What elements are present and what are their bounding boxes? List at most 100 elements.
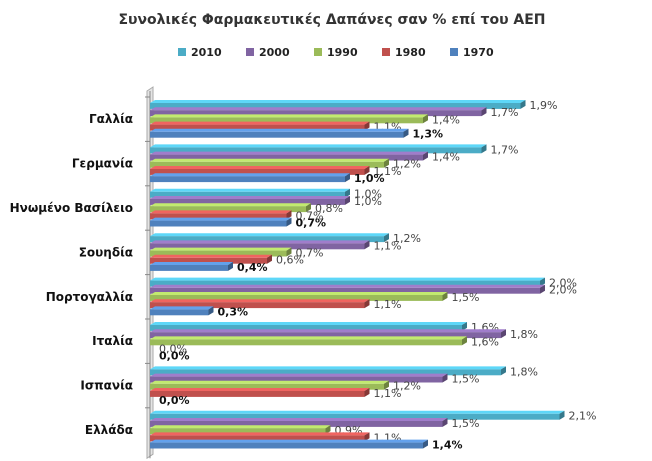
bar-side-face bbox=[208, 306, 214, 316]
bar-2010 bbox=[150, 233, 389, 243]
data-label-1990: 1,4% bbox=[432, 113, 460, 126]
data-label-1970: 0,7% bbox=[296, 217, 327, 230]
category-label: Γαλλία bbox=[89, 112, 133, 126]
bar-1990 bbox=[150, 425, 331, 435]
bar-side-face bbox=[540, 277, 545, 287]
bar-side-face bbox=[442, 292, 448, 301]
legend-label-1990: 1990 bbox=[327, 46, 358, 59]
bar-side-face bbox=[423, 151, 428, 161]
bar-side-face bbox=[403, 128, 409, 138]
bar-top-face bbox=[150, 188, 350, 192]
bar-2010 bbox=[150, 144, 487, 154]
bar-top-face bbox=[150, 380, 389, 384]
category-label: Ισπανία bbox=[80, 379, 133, 393]
bar-side-face bbox=[462, 322, 467, 331]
bar-top-face bbox=[150, 128, 409, 132]
data-label-1990: 0,7% bbox=[296, 247, 324, 260]
bar-front-face bbox=[150, 280, 540, 287]
category-label: Πορτογαλλία bbox=[46, 290, 133, 304]
bar-2000 bbox=[150, 107, 487, 117]
bar-1980 bbox=[150, 210, 292, 220]
bar-side-face bbox=[384, 380, 389, 390]
bar-top-face bbox=[150, 322, 467, 325]
bar-side-face bbox=[267, 254, 272, 264]
bar-1990 bbox=[150, 292, 448, 301]
bar-side-face bbox=[423, 439, 428, 449]
bar-front-face bbox=[150, 332, 501, 339]
bar-front-face bbox=[150, 236, 384, 243]
bar-top-face bbox=[150, 418, 448, 421]
legend-label-2010: 2010 bbox=[191, 46, 222, 59]
bar-1970 bbox=[150, 306, 214, 316]
data-label-2000: 1,1% bbox=[374, 239, 402, 252]
legend-swatch-1970 bbox=[450, 48, 458, 56]
category-label: Σουηδία bbox=[79, 245, 133, 259]
bar-side-face bbox=[364, 299, 370, 309]
bar-top-face bbox=[150, 336, 467, 340]
data-label-2010: 1,7% bbox=[491, 143, 519, 156]
bar-front-face bbox=[150, 117, 423, 124]
bar-1970 bbox=[150, 439, 428, 449]
bar-front-face bbox=[150, 325, 462, 331]
bar-top-face bbox=[150, 366, 506, 370]
chart-title: Συνολικές Φαρμακευτικές Δαπάνες σαν % επ… bbox=[118, 12, 545, 28]
bar-top-face bbox=[150, 121, 370, 125]
bar-top-face bbox=[150, 151, 428, 155]
data-label-1970: 1,0% bbox=[354, 172, 385, 185]
data-label-2000: 1,5% bbox=[452, 373, 480, 386]
bar-front-face bbox=[150, 421, 443, 427]
bar-side-face bbox=[384, 233, 389, 243]
bar-front-face bbox=[150, 435, 365, 442]
legend-swatch-1990 bbox=[314, 48, 322, 56]
bar-side-face bbox=[481, 107, 487, 117]
data-label-2000: 1,4% bbox=[432, 151, 460, 164]
bar-top-face bbox=[150, 425, 331, 429]
bar-2010 bbox=[150, 100, 526, 109]
bar-front-face bbox=[150, 257, 267, 264]
bar-top-face bbox=[150, 432, 370, 436]
data-label-1990: 1,5% bbox=[452, 291, 480, 304]
bar-top-face bbox=[150, 373, 448, 377]
bar-1980 bbox=[150, 166, 370, 175]
bar-top-face bbox=[150, 233, 389, 237]
data-label-1980: 0,0% bbox=[159, 343, 187, 356]
bar-front-face bbox=[150, 154, 423, 161]
legend-swatch-1980 bbox=[382, 48, 390, 56]
bar-2000 bbox=[150, 418, 448, 427]
bar-side-face bbox=[364, 240, 370, 250]
bar-side-face bbox=[423, 114, 428, 124]
bar-side-face bbox=[228, 262, 233, 271]
bar-front-face bbox=[150, 199, 345, 205]
bar-top-face bbox=[150, 166, 370, 169]
bar-front-face bbox=[150, 383, 384, 390]
bar-top-face bbox=[150, 329, 506, 333]
bar-top-face bbox=[150, 262, 233, 265]
bar-side-face bbox=[286, 217, 292, 227]
bar-front-face bbox=[150, 391, 365, 397]
bar-side-face bbox=[345, 188, 350, 198]
bar-side-face bbox=[384, 158, 389, 168]
bar-1980 bbox=[150, 388, 370, 397]
legend-swatch-2000 bbox=[246, 48, 254, 56]
data-label-2000: 1,8% bbox=[510, 328, 538, 341]
category-label: Ιταλία bbox=[92, 334, 133, 348]
bar-1990 bbox=[150, 114, 428, 124]
bar-top-face bbox=[150, 388, 370, 391]
bar-1980 bbox=[150, 299, 370, 309]
bar-1990 bbox=[150, 380, 389, 390]
bar-front-face bbox=[150, 339, 462, 346]
legend-label-1980: 1980 bbox=[395, 46, 426, 59]
legend-label-2000: 2000 bbox=[259, 46, 290, 59]
bar-front-face bbox=[150, 302, 365, 309]
bar-front-face bbox=[150, 442, 423, 449]
data-label-2010: 1,8% bbox=[510, 365, 538, 378]
bar-side-face bbox=[540, 284, 545, 294]
bar-side-face bbox=[325, 425, 331, 435]
bar-side-face bbox=[481, 144, 487, 154]
data-label-2010: 1,0% bbox=[354, 188, 382, 201]
bar-front-face bbox=[150, 124, 365, 131]
bar-front-face bbox=[150, 243, 365, 250]
data-label-1990: 1,6% bbox=[471, 335, 499, 348]
bar-front-face bbox=[150, 295, 443, 301]
bar-front-face bbox=[150, 169, 365, 175]
